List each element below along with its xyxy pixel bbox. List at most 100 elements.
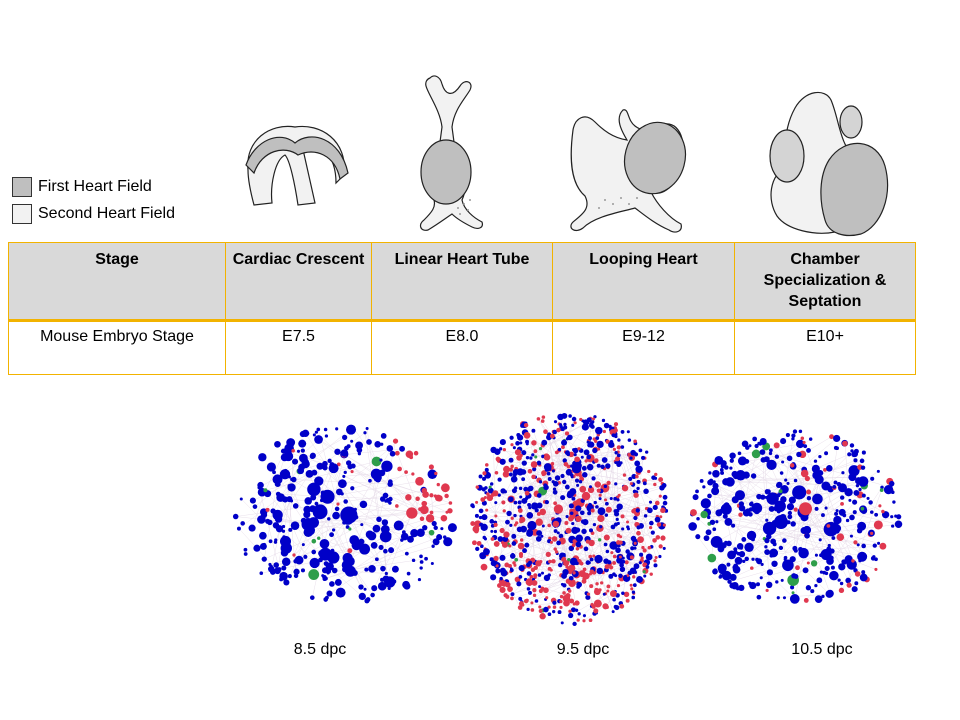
network-node [872,543,877,548]
network-node [572,447,579,454]
network-node [596,440,604,449]
network-node [818,538,822,542]
network-node [392,438,399,444]
network-node [841,559,847,565]
network-node [561,439,568,446]
network-node [420,505,429,515]
network-node [696,516,700,521]
network-node [316,462,324,470]
network-node [599,525,603,529]
network-node [760,457,767,463]
network-node [573,453,577,457]
network-node [579,417,583,422]
network-node [571,521,575,526]
network-node [575,541,582,548]
network-node [591,417,596,421]
network-node [348,527,352,531]
network-node [861,570,866,575]
network-node [654,516,661,523]
network-node [546,471,551,476]
network-node [776,596,780,600]
network-node [778,489,783,494]
network-node [485,463,489,467]
network-node [440,483,450,493]
network-node [554,475,561,481]
network-node [861,543,866,549]
network-node [594,481,601,488]
network-node [636,530,641,536]
network-node [582,614,586,618]
network-node [645,565,650,569]
network-node [748,444,752,448]
network-node [309,452,316,459]
network-node [499,439,506,446]
network-node [637,536,644,544]
network-node [889,480,895,487]
network-node [741,440,749,448]
network-node [358,592,366,601]
network-node [480,497,486,502]
network-node [869,510,874,514]
network-node [789,463,795,468]
network-node [527,560,533,565]
network-node [499,447,503,451]
network-node [783,555,788,560]
network-node [535,518,543,526]
network-node [636,525,641,530]
network-node [559,594,564,599]
network-node [518,486,523,491]
network-node [633,515,638,521]
network-node [580,519,586,524]
network-node [655,535,661,540]
network-node [787,514,793,520]
network-node [289,499,294,503]
network-node [552,610,556,614]
network-node [846,582,852,588]
network-node [298,439,307,448]
network-node [752,436,758,442]
network-node [779,513,787,521]
network-node [715,520,719,524]
network-node [408,509,415,516]
network-node [658,477,664,483]
network-node [493,522,498,527]
network-node [827,543,831,548]
network-node [850,449,854,453]
network-node [623,591,630,598]
network-node [738,504,746,512]
network-node [609,541,618,550]
network-node [582,567,587,572]
network-node [525,455,530,460]
network-node [649,572,653,576]
network-node [292,458,299,465]
network-node [804,532,810,539]
network-node [792,429,798,434]
network-node [320,490,326,496]
network-node [293,558,298,564]
network-node [833,434,841,443]
network-node [608,573,614,579]
network-node [608,424,612,429]
header-looping-heart: Looping Heart [552,242,735,322]
network-node [588,485,593,489]
network-node [401,530,406,534]
network-node [568,491,573,496]
network-node [642,481,647,486]
network-node [517,508,523,513]
network-node [536,530,543,537]
network-node [594,554,603,564]
network-node [588,554,593,559]
network-node [309,505,317,513]
network-node [527,520,537,531]
network-node [773,442,780,449]
network-node [287,475,291,479]
network-node [619,562,624,568]
network-node [738,550,746,558]
network-node [435,494,442,502]
network-node [534,455,538,459]
network-node [606,480,611,486]
network-node [544,500,549,505]
network-node [538,605,542,609]
network-node [589,584,594,589]
network-node [547,605,551,609]
